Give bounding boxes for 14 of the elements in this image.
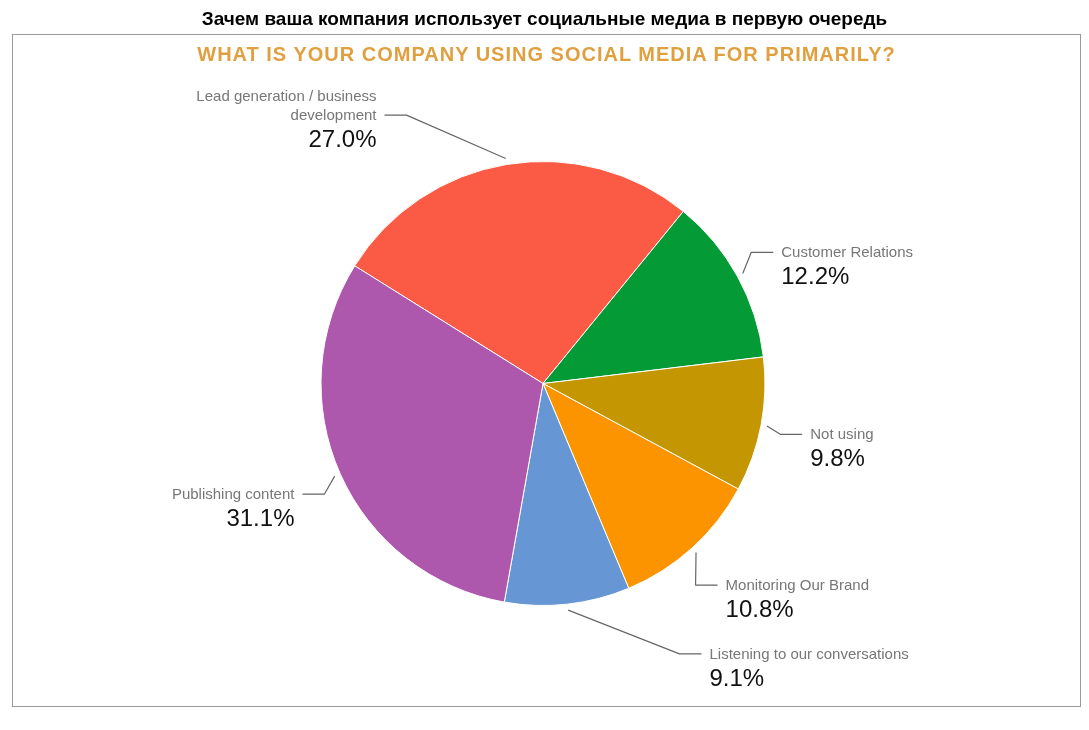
slice-label: Lead generation / business development <box>196 87 378 124</box>
data-label: 9.1% <box>709 663 765 691</box>
slice-label: Customer Relations <box>781 243 913 261</box>
slice-label: Listening to our conversations <box>709 644 909 662</box>
data-label: 27.0% <box>308 125 377 153</box>
chart-subtitle: WHAT IS YOUR COMPANY USING SOCIAL MEDIA FOR PRIMARILY? <box>196 42 897 66</box>
chart-title: Зачем ваша компания использует социальные медиа в первую очередь <box>200 8 889 30</box>
data-label: 31.1% <box>226 504 295 532</box>
slice-label: Monitoring Our Brand <box>725 576 869 594</box>
data-label: 12.2% <box>781 262 850 290</box>
data-label: 9.8% <box>810 444 865 472</box>
data-label: 10.8% <box>725 595 794 623</box>
slice-label: Publishing content <box>171 485 296 503</box>
slice-label: Not using <box>810 425 874 443</box>
